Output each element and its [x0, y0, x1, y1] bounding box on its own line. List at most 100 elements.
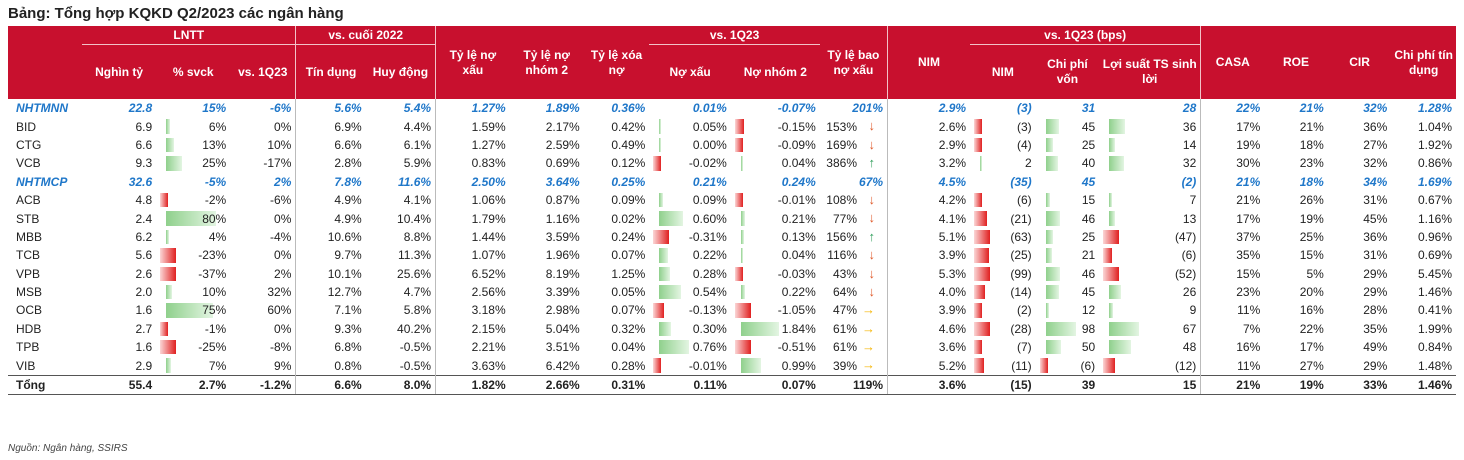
- cell-ty-le-bao-no-xau: 77% ↓: [820, 209, 888, 227]
- bank-name: Tổng: [8, 374, 83, 396]
- cell-ty-le-xoa-no: 0.09%: [611, 193, 646, 208]
- header-vs1q23: vs. 1Q23: [230, 44, 296, 99]
- cell-d-no-nhom2: 0.04%: [731, 154, 820, 172]
- cell-nim: 5.2%: [887, 356, 971, 376]
- cell-d-loi-suat: 36: [1099, 117, 1201, 135]
- cell-huy-dong: -0.5%: [399, 340, 432, 355]
- cell-ty-le-bao-no-xau-value: 61%: [832, 321, 857, 336]
- cell-d-no-xau-value: -0.02%: [688, 156, 727, 171]
- arrow-down-icon: ↓: [868, 136, 876, 152]
- cell-ty-le-bao-no-xau: 116% ↓: [820, 246, 888, 264]
- cell-huy-dong: 25.6%: [397, 266, 432, 281]
- cell-d-loi-suat-value: (52): [1174, 266, 1197, 281]
- cell-cir: 29%: [1363, 285, 1388, 300]
- cell-d-loi-suat-value: (12): [1174, 358, 1197, 373]
- cell-tin-dung: 5.6%: [295, 99, 366, 118]
- positive-data-bar: [1109, 321, 1140, 337]
- cell-lntt: 6.6: [135, 137, 153, 152]
- cell-d-loi-suat-value: (47): [1174, 229, 1197, 244]
- cell-d-chi-phi-von-value: 98: [1081, 321, 1096, 336]
- cell-d-no-xau: 0.05%: [649, 117, 731, 135]
- cell-d-chi-phi-von: 39: [1035, 374, 1100, 396]
- cell-vs1q23: 60%: [267, 303, 292, 318]
- cell-d-chi-phi-von-value: 46: [1081, 211, 1096, 226]
- cell-vs1q23: 32%: [267, 285, 292, 300]
- bank-name: CTG: [16, 137, 42, 152]
- cell-casa: 17%: [1200, 117, 1265, 136]
- cell-d-no-nhom2-value: 0.22%: [781, 285, 816, 300]
- cell-d-no-nhom2: -0.07%: [777, 101, 816, 116]
- cell-chi-phi-tin-dung: 0.96%: [1417, 229, 1452, 244]
- cell-d-no-xau-value: 0.28%: [692, 266, 727, 281]
- cell-d-no-nhom2: 0.21%: [731, 209, 820, 227]
- cell-d-no-xau: 0.54%: [649, 283, 731, 301]
- negative-data-bar: [1103, 248, 1112, 263]
- header-tin-dung: Tín dụng: [295, 44, 366, 99]
- positive-data-bar: [1045, 119, 1060, 134]
- cell-huy-dong: 10.4%: [397, 211, 432, 226]
- cell-d-nim: (6): [970, 191, 1036, 209]
- cell-d-nim: (21): [970, 209, 1036, 227]
- cell-ty-le-no-nhom2: 1.89%: [545, 101, 580, 116]
- cell-d-nim: (25): [970, 246, 1036, 264]
- cell-cir: 32%: [1363, 156, 1388, 171]
- cell-d-nim: 2: [970, 154, 1036, 172]
- cell-d-no-xau: -0.31%: [649, 228, 731, 246]
- cell-nim: 5.3%: [887, 264, 971, 283]
- header-chi-phi-von: Chi phí vốn: [1035, 44, 1100, 99]
- table-row: CTG 6.6 13% 10% 6.6% 6.1% 1.27% 2.59% 0.49% 0.00%…: [8, 135, 1456, 155]
- cell-d-no-nhom2-value: -0.15%: [777, 119, 816, 134]
- cell-d-loi-suat: 48: [1099, 338, 1201, 356]
- cell-ty-le-xoa-no: 1.25%: [611, 266, 646, 281]
- header-nim: NIM: [887, 26, 971, 99]
- cell-d-nim-value: (25): [1010, 248, 1032, 263]
- cell-huy-dong: 40.2%: [397, 321, 432, 336]
- positive-data-bar: [1045, 192, 1051, 208]
- cell-ty-le-xoa-no: 0.02%: [611, 211, 646, 226]
- cell-d-chi-phi-von: 45: [1036, 283, 1100, 301]
- cell-d-loi-suat-value: 14: [1182, 137, 1197, 152]
- positive-data-bar: [740, 156, 743, 171]
- cell-d-loi-suat-value: 7: [1189, 193, 1197, 208]
- cell-cir: 35%: [1363, 321, 1388, 336]
- cell-tin-dung: 12.7%: [295, 282, 366, 302]
- bank-name: STB: [16, 211, 40, 226]
- cell-ty-le-no-xau: 3.18%: [435, 301, 510, 320]
- positive-data-bar: [166, 119, 170, 134]
- cell-ty-le-no-xau: 1.06%: [435, 190, 510, 210]
- cell-tin-dung: 9.3%: [295, 319, 366, 339]
- table-row: VPB 2.6 -37% 2% 10.1% 25.6% 6.52% 8.19% 1.25% 0.2…: [8, 264, 1456, 283]
- cell-nim: 3.9%: [887, 301, 971, 320]
- cell-tin-dung: 4.9%: [295, 209, 366, 228]
- cell-ty-le-no-nhom2: 2.66%: [509, 374, 584, 396]
- cell-d-no-xau-value: -0.31%: [688, 229, 727, 244]
- cell-huy-dong: 4.1%: [403, 193, 432, 208]
- cell-d-chi-phi-von: 12: [1036, 301, 1100, 319]
- cell-roe: 19%: [1264, 374, 1328, 396]
- cell-d-chi-phi-von-value: (6): [1080, 358, 1096, 373]
- negative-data-bar: [1103, 229, 1120, 245]
- cell-ty-le-no-nhom2: 3.39%: [545, 285, 580, 300]
- table-row: STB 2.4 80% 0% 4.9% 10.4% 1.79% 1.16% 0.02% 0.60%…: [8, 209, 1456, 228]
- cell-svck-value: -23%: [198, 248, 227, 263]
- cell-d-loi-suat: (52): [1099, 265, 1201, 283]
- cell-d-chi-phi-von: 15: [1036, 191, 1100, 209]
- cell-svck-value: 10%: [202, 285, 227, 300]
- cell-d-no-xau: -0.13%: [649, 301, 731, 319]
- negative-data-bar: [974, 303, 983, 318]
- positive-data-bar: [1045, 211, 1060, 226]
- positive-data-bar: [1045, 284, 1060, 300]
- cell-svck: -1%: [156, 320, 230, 338]
- table-title: Bảng: Tổng hợp KQKD Q2/2023 các ngân hàn…: [8, 5, 344, 22]
- arrow-right-icon: →: [862, 302, 875, 318]
- cell-d-no-nhom2-value: -1.05%: [777, 303, 816, 318]
- cell-roe: 27%: [1299, 358, 1324, 373]
- positive-data-bar: [740, 248, 743, 263]
- cell-lntt: 5.6: [135, 248, 153, 263]
- cell-ty-le-bao-no-xau: 39% →: [820, 356, 888, 375]
- cell-ty-le-no-nhom2: 8.19%: [545, 266, 580, 281]
- cell-d-no-xau-value: 0.00%: [692, 137, 727, 152]
- negative-data-bar: [974, 192, 983, 208]
- cell-d-no-nhom2: -0.03%: [731, 265, 820, 283]
- cell-vs1q23: -6%: [270, 193, 292, 208]
